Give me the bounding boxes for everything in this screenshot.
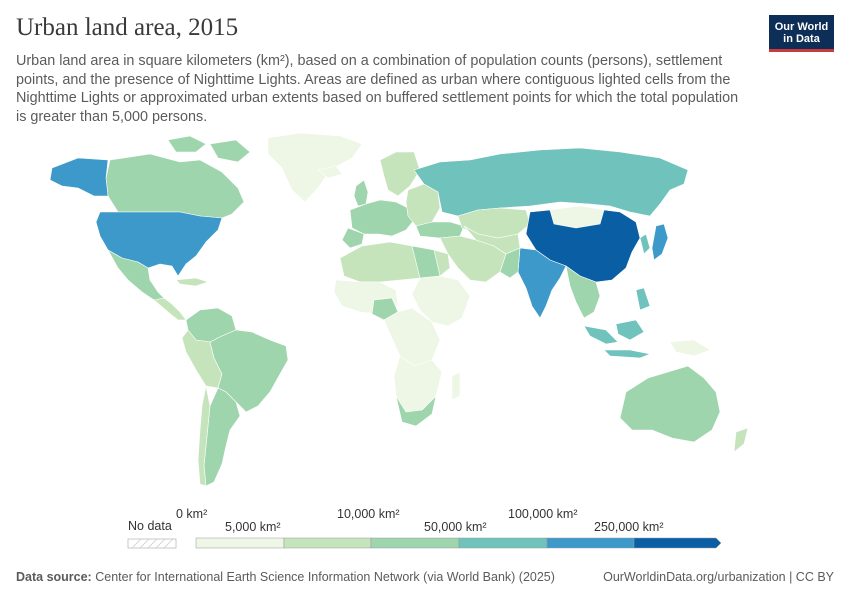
- region-japan[interactable]: [651, 223, 669, 261]
- logo-line-2: in Data: [783, 33, 820, 45]
- world-map-svg: [49, 132, 749, 487]
- region-central-africa[interactable]: [383, 307, 441, 367]
- region-usa[interactable]: [95, 211, 223, 277]
- world-map[interactable]: [0, 130, 850, 500]
- region-alaska[interactable]: [49, 157, 109, 197]
- region-indonesia[interactable]: [603, 349, 651, 359]
- region-india[interactable]: [517, 247, 567, 319]
- region-canada[interactable]: [105, 153, 245, 219]
- region-mexico[interactable]: [107, 249, 165, 301]
- region-scandinavia[interactable]: [379, 151, 421, 197]
- footer-source-label: Data source:: [16, 570, 92, 584]
- legend-no-data-hatch: [131, 538, 174, 549]
- legend-upper-label-1: 10,000 km²: [337, 507, 400, 521]
- region-pakistan[interactable]: [499, 247, 521, 279]
- region-new-guinea[interactable]: [669, 339, 711, 357]
- region-caribbean[interactable]: [175, 277, 209, 287]
- region-central-america[interactable]: [153, 297, 187, 321]
- region-indonesia[interactable]: [615, 319, 645, 341]
- map-legend: No data 0 km² 10,000 km² 100,000 km² 5,0…: [0, 500, 850, 560]
- region-south-africa[interactable]: [395, 395, 437, 427]
- region-philippines[interactable]: [635, 287, 651, 311]
- legend-swatch-2[interactable]: [370, 537, 460, 549]
- legend-upper-label-2: 100,000 km²: [508, 507, 577, 521]
- region-greenland[interactable]: [267, 132, 363, 203]
- legend-lower-label-2: 250,000 km²: [594, 520, 663, 534]
- region-turkey[interactable]: [415, 221, 465, 239]
- region-east-africa[interactable]: [411, 275, 471, 327]
- footer: Data source: Center for International Ea…: [16, 570, 834, 584]
- legend-swatch-3[interactable]: [458, 537, 548, 549]
- region-southeast-asia[interactable]: [565, 265, 601, 319]
- region-southern-africa[interactable]: [393, 355, 443, 413]
- region-russia[interactable]: [413, 147, 689, 217]
- region-new-zealand[interactable]: [733, 427, 749, 453]
- page-title: Urban land area, 2015: [16, 14, 239, 41]
- region-kazakhstan[interactable]: [457, 207, 531, 239]
- legend-lower-label-0: 5,000 km²: [225, 520, 281, 534]
- legend-no-data-label: No data: [128, 519, 172, 533]
- owid-logo[interactable]: Our World in Data: [769, 15, 834, 52]
- region-canada[interactable]: [167, 135, 207, 153]
- region-chile[interactable]: [197, 385, 211, 487]
- legend-swatch-0[interactable]: [195, 537, 285, 549]
- region-madagascar[interactable]: [451, 371, 461, 401]
- region-brazil[interactable]: [209, 329, 289, 413]
- region-canada[interactable]: [209, 139, 251, 163]
- footer-license-link[interactable]: OurWorldinData.org/urbanization | CC BY: [603, 570, 834, 584]
- legend-upper-label-0: 0 km²: [176, 507, 207, 521]
- legend-svg: No data 0 km² 10,000 km² 100,000 km² 5,0…: [127, 507, 722, 549]
- page-subtitle: Urban land area in square kilometers (km…: [16, 53, 739, 125]
- region-indonesia[interactable]: [583, 325, 619, 345]
- region-uk[interactable]: [353, 179, 369, 207]
- region-australia[interactable]: [619, 365, 721, 443]
- legend-swatch-5[interactable]: [633, 537, 722, 549]
- legend-swatch-4[interactable]: [546, 537, 635, 549]
- region-iceland[interactable]: [317, 165, 343, 179]
- footer-source-text[interactable]: Center for International Earth Science I…: [95, 570, 555, 584]
- legend-lower-label-1: 50,000 km²: [424, 520, 487, 534]
- legend-swatch-1[interactable]: [283, 537, 372, 549]
- logo-line-1: Our World: [774, 21, 829, 33]
- region-korea[interactable]: [639, 233, 651, 255]
- region-iberia[interactable]: [341, 227, 365, 249]
